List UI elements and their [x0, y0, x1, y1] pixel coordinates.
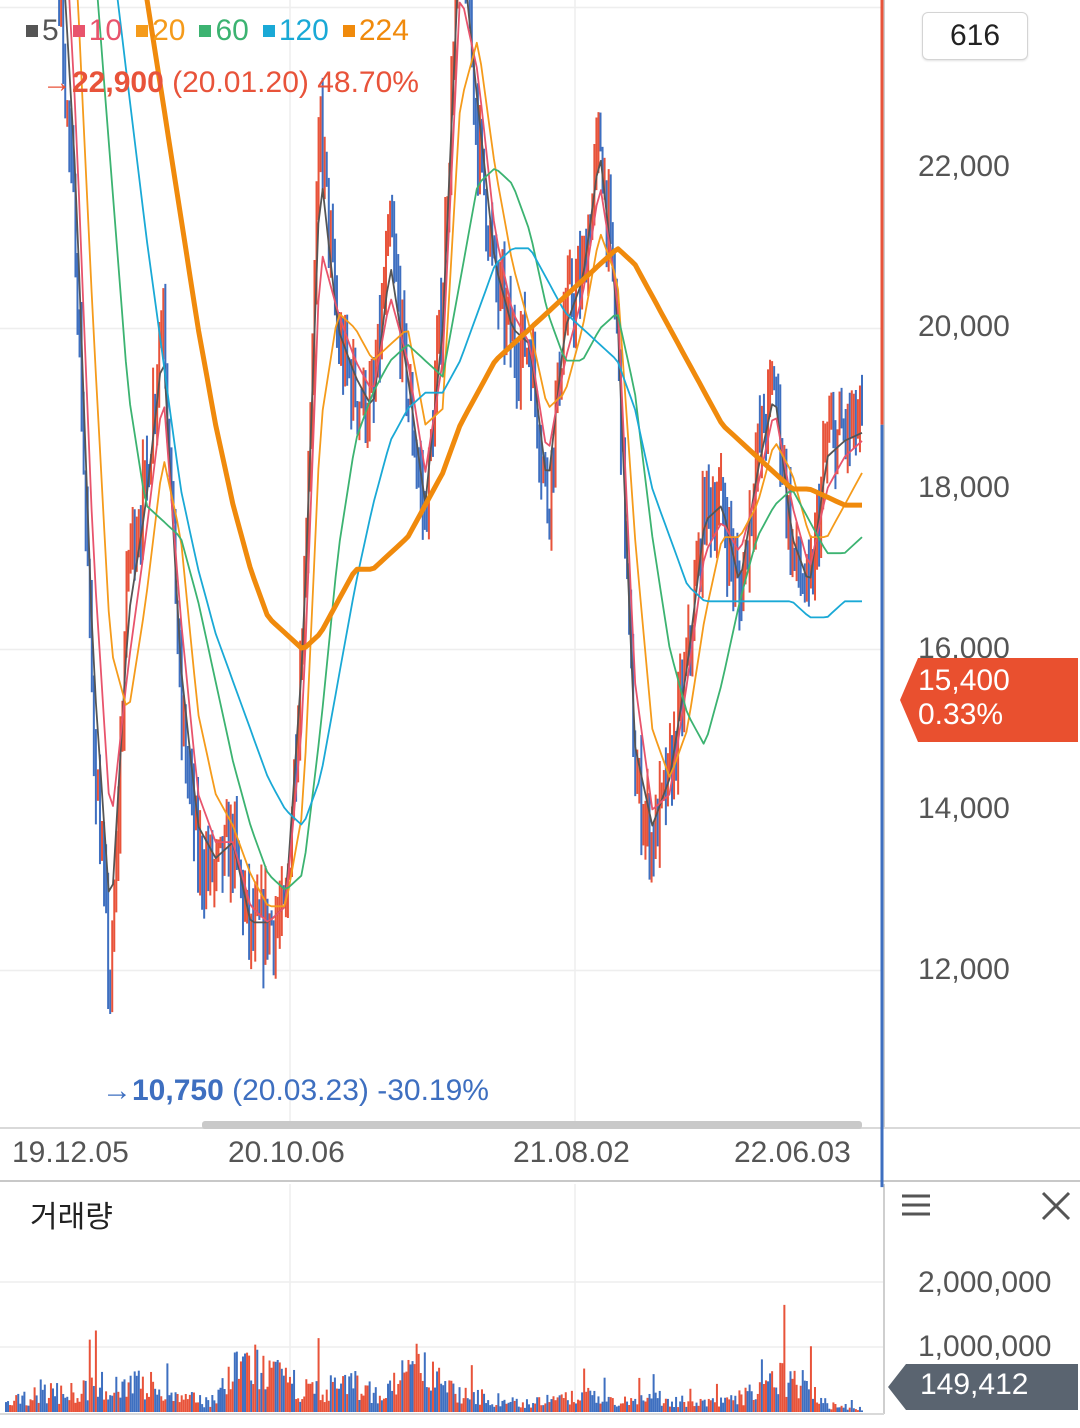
high-price-annotation: →22,900 (20.01.20) 48.70% [42, 66, 419, 100]
ma-line-224 [144, 0, 862, 651]
x-tick-label: 21.08.02 [513, 1136, 630, 1169]
legend-swatch [136, 25, 149, 37]
y-tick-label: 14,000 [918, 792, 1010, 825]
scrollbar-thumb [202, 1121, 862, 1129]
grid [0, 0, 884, 1414]
x-tick-label: 20.10.06 [228, 1136, 345, 1169]
y-tick-label: 12,000 [918, 953, 1010, 986]
legend-label: 224 [358, 14, 409, 47]
volume-y-tick-label: 2,000,000 [918, 1266, 1052, 1299]
legend-item-ma224[interactable]: 224 [342, 14, 409, 48]
legend-swatch [262, 25, 275, 37]
low-arrow-icon: → [102, 1074, 132, 1107]
y-tick-label: 20,000 [918, 310, 1010, 343]
low-price-date: (20.03.23) [232, 1074, 369, 1107]
legend-item-ma10[interactable]: 10 [72, 14, 123, 48]
candle-count-value: 616 [949, 19, 1001, 52]
legend-swatch [199, 25, 212, 37]
legend-label: 120 [278, 14, 329, 47]
legend-swatch [72, 25, 85, 37]
x-tick-label: 19.12.05 [12, 1136, 129, 1169]
current-volume-value: 149,412 [920, 1368, 1029, 1401]
volume-bars [5, 1304, 863, 1412]
legend-swatch [342, 25, 355, 37]
current-volume-tag: 149,412 [888, 1364, 1078, 1410]
current-price-tag: 15,400 0.33% [900, 658, 1078, 742]
volume-panel-title: 거래량 [30, 1201, 113, 1234]
moving-average-lines [64, 0, 863, 924]
legend-swatch [26, 25, 38, 37]
current-price-value: 15,400 [918, 664, 1010, 697]
legend-item-ma120[interactable]: 120 [262, 14, 329, 48]
legend-label: 5 [42, 14, 59, 47]
ma-line-60 [96, 0, 863, 890]
high-arrow-icon: → [42, 66, 72, 99]
high-price-value: 22,900 [72, 66, 164, 99]
legend-item-ma60[interactable]: 60 [199, 14, 249, 48]
y-tick-label: 22,000 [918, 150, 1010, 183]
x-tick-label: 22.06.03 [734, 1136, 851, 1169]
ma-line-120 [116, 0, 862, 826]
low-price-annotation: →10,750 (20.03.23) -30.19% [102, 1074, 489, 1108]
legend-label: 20 [152, 14, 186, 47]
legend-item-ma20[interactable]: 20 [136, 14, 185, 48]
legend-label: 60 [215, 14, 249, 47]
volume-tag-shape [888, 1364, 1078, 1410]
high-price-date: (20.01.20) [172, 66, 309, 99]
price-bars [58, 0, 863, 1014]
menu-icon[interactable] [898, 1188, 938, 1228]
low-price-value: 10,750 [132, 1074, 224, 1107]
moving-average-legend[interactable]: 5 10 20 60 120 224 [26, 14, 409, 48]
ma-line-20 [76, 0, 863, 908]
price-tag-shape [900, 658, 1078, 742]
legend-item-ma5[interactable]: 5 [26, 14, 59, 48]
low-price-pct: -30.19% [377, 1074, 489, 1107]
close-icon[interactable] [1038, 1188, 1078, 1228]
legend-label: 10 [88, 14, 123, 47]
high-price-pct: 48.70% [317, 66, 419, 99]
current-price-change: 0.33% [918, 698, 1004, 731]
candle-count-box[interactable]: 616 [922, 12, 1028, 60]
volume-y-tick-label: 1,000,000 [918, 1330, 1052, 1363]
y-tick-label: 18,000 [918, 471, 1010, 504]
